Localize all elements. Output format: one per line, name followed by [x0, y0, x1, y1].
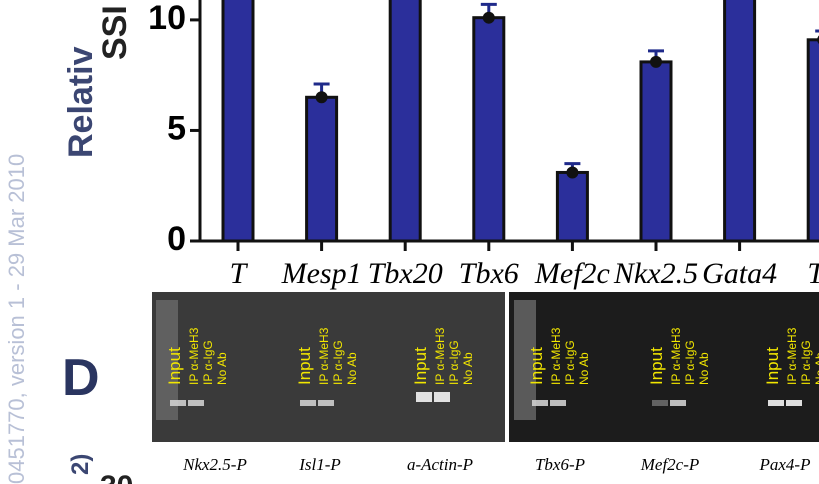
lane-label: IP α-IgG — [563, 340, 577, 385]
mean-dot — [650, 55, 662, 68]
band — [188, 400, 204, 406]
panel-label: D — [62, 349, 100, 407]
bar — [305, 95, 339, 243]
error-bar — [815, 29, 819, 33]
target-label: Pax4-P — [759, 455, 811, 474]
lane-label: Input — [647, 347, 666, 385]
bar — [221, 0, 255, 243]
fragment: 30- — [100, 470, 143, 484]
bar — [472, 16, 506, 243]
x-tick-label: Gata4 — [702, 257, 777, 290]
mean-dot — [315, 91, 328, 104]
target-label: a-Actin-P — [407, 455, 473, 474]
y-axis-label: SSI — [96, 5, 134, 60]
plot-area — [221, 0, 819, 243]
band — [300, 400, 316, 406]
band — [670, 400, 686, 406]
lane-label: No Ab — [461, 352, 475, 385]
lane-label: IP α-MeH3 — [187, 327, 201, 385]
watermark: 0451770, version 1 - 29 Mar 2010 — [4, 154, 29, 484]
target-label: Tbx6-P — [535, 455, 585, 474]
x-tick-label: T — [230, 257, 249, 290]
gel-panel — [152, 292, 505, 442]
lane-label: IP α-IgG — [447, 340, 461, 385]
mean-dot — [482, 11, 495, 24]
lane-label: IP α-MeH3 — [785, 327, 799, 385]
fragment: 2) — [67, 454, 94, 475]
y-tick-label: 5 — [167, 109, 186, 147]
lane-label: IP α-IgG — [201, 340, 215, 385]
target-label: Isl1-P — [298, 455, 341, 474]
lane-label: Input — [527, 347, 546, 385]
target-label: Mef2c-P — [640, 455, 700, 474]
band — [786, 400, 802, 406]
y-axis-label: Relativ — [62, 46, 100, 158]
bar — [723, 0, 757, 243]
lane-label: No Ab — [813, 352, 819, 385]
lane-label: IP α-MeH3 — [549, 327, 563, 385]
y-tick-label: 0 — [167, 220, 186, 258]
y-tick-label: 10 — [148, 0, 186, 37]
lane-label: No Ab — [345, 352, 359, 385]
lane-label: IP α-IgG — [799, 340, 813, 385]
ladder — [514, 300, 536, 420]
mean-dot — [566, 166, 579, 179]
band — [768, 400, 784, 406]
x-tick-label: Tbx20 — [368, 257, 443, 290]
x-tick-label: Nkx2.5 — [613, 257, 698, 290]
bar — [388, 0, 422, 243]
band — [170, 400, 186, 406]
band — [550, 400, 566, 406]
band — [318, 400, 334, 406]
x-tick-label: Tb — [807, 257, 819, 290]
target-label: Nkx2.5-P — [182, 455, 247, 474]
gel-panel — [509, 292, 819, 442]
x-tick-label: Mef2c — [534, 257, 610, 290]
lane-label: Input — [295, 347, 314, 385]
lane-label: IP α-IgG — [683, 340, 697, 385]
lane-label: Input — [165, 347, 184, 385]
axes: 0 5 10 — [148, 0, 819, 258]
lane-label: IP α-MeH3 — [669, 327, 683, 385]
lane-label: Input — [763, 347, 782, 385]
lane-label: IP α-MeH3 — [317, 327, 331, 385]
bar — [639, 60, 673, 243]
band — [532, 400, 548, 406]
lane-label: IP α-IgG — [331, 340, 345, 385]
ladder — [156, 300, 178, 420]
lane-label: Input — [411, 347, 430, 385]
bar — [806, 38, 819, 243]
lane-label: No Ab — [577, 352, 591, 385]
gel: Input IP α-MeH3 IP α-IgG No AbNkx2.5-PInput… — [152, 300, 819, 484]
bar — [555, 170, 589, 243]
label-strip — [152, 442, 819, 484]
lane-label: No Ab — [215, 352, 229, 385]
x-tick-label: Mesp1 — [281, 257, 362, 290]
band — [434, 392, 450, 402]
band — [652, 400, 668, 406]
band — [416, 392, 432, 402]
lane-label: IP α-MeH3 — [433, 327, 447, 385]
lane-label: No Ab — [697, 352, 711, 385]
x-tick-label: Tbx6 — [459, 257, 519, 290]
